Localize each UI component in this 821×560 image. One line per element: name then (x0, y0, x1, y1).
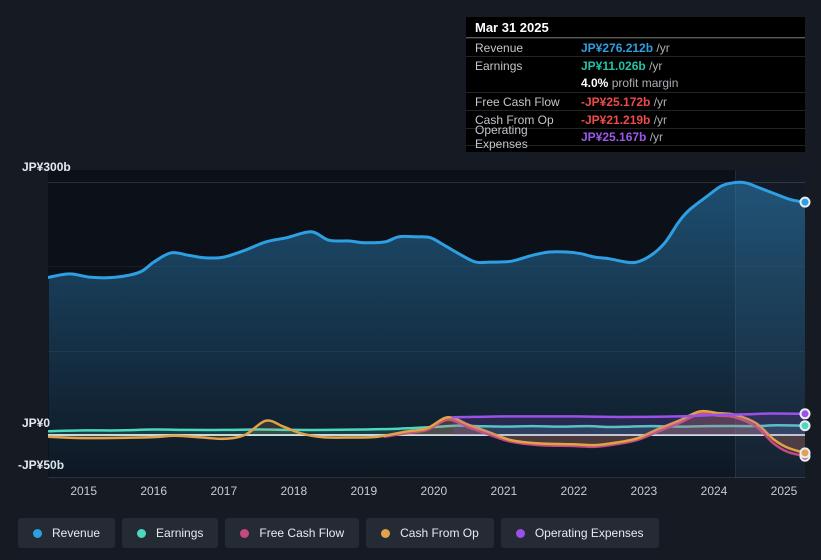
cash-from-op-dot-icon (381, 528, 391, 538)
tooltip-value: JP¥11.026b /yr (581, 58, 663, 73)
tooltip-value: -JP¥25.172b /yr (581, 94, 668, 109)
x-axis-label-2015: 2015 (70, 484, 98, 498)
legend-item-operating-expenses[interactable]: Operating Expenses (500, 518, 659, 548)
x-axis-label-2019: 2019 (350, 484, 378, 498)
free-cash-flow-dot-icon (240, 528, 250, 538)
legend-item-cash-from-op[interactable]: Cash From Op (366, 518, 494, 548)
tooltip-value: JP¥25.167b /yr (581, 130, 664, 144)
tooltip-value: JP¥276.212b /yr (581, 40, 670, 55)
tooltip-row-earnings: Earnings JP¥11.026b /yr (466, 56, 805, 74)
operating-expenses-line (451, 412, 805, 419)
free-cash-flow-area (384, 413, 805, 457)
tooltip-value: -JP¥21.219b /yr (581, 112, 668, 127)
x-axis-label-2016: 2016 (140, 484, 168, 498)
tooltip-profit-margin: 4.0% profit margin (581, 76, 679, 90)
y-axis-label-zero: JP¥0 (22, 416, 51, 430)
revenue-end-marker[interactable] (799, 196, 811, 208)
tooltip-row-profit-margin: 4.0% profit margin (466, 74, 805, 92)
free-cash-flow-line (383, 412, 805, 458)
tooltip-label: Free Cash Flow (475, 94, 560, 109)
operating-expenses-dot-icon (515, 528, 525, 538)
x-axis-label-2024: 2024 (700, 484, 728, 498)
tooltip-label: Operating Expenses (475, 123, 528, 151)
revenue-area (48, 182, 805, 478)
legend-item-earnings[interactable]: Earnings (122, 518, 219, 548)
y-axis-label-300b: JP¥300b (22, 160, 71, 174)
tooltip-label: Cash From Op (475, 112, 554, 127)
revenue-dot-icon (33, 528, 42, 538)
legend-item-revenue[interactable]: Revenue (18, 518, 116, 548)
chart-legend: Revenue Earnings Free Cash Flow Cash Fro… (18, 518, 659, 548)
chart-tooltip: Mar 31 2025 Revenue JP¥276.212b /yr Earn… (466, 17, 805, 152)
x-axis-label-2018: 2018 (280, 484, 308, 498)
revenue-line (48, 180, 805, 280)
tooltip-row-operating-expenses: Operating Expenses JP¥25.167b /yr (466, 123, 805, 151)
earnings-end-marker[interactable] (799, 420, 811, 432)
cash-from-op-end-marker[interactable] (799, 447, 811, 459)
x-axis-label-2021: 2021 (490, 484, 518, 498)
x-axis-label-2020: 2020 (420, 484, 448, 498)
earnings-dot-icon (137, 528, 147, 538)
cash-from-op-line (48, 409, 805, 455)
legend-item-free-cash-flow[interactable]: Free Cash Flow (225, 518, 360, 548)
x-axis-label-2017: 2017 (210, 484, 238, 498)
tooltip-date: Mar 31 2025 (466, 17, 805, 38)
earnings-line (48, 424, 805, 433)
tooltip-label: Revenue (475, 40, 524, 55)
x-axis-label-2022: 2022 (560, 484, 588, 498)
tooltip-row-cash-from-op: Cash From Op -JP¥21.219b /yr (466, 110, 805, 128)
x-axis-label-2025: 2025 (770, 484, 798, 498)
operating-expenses-end-marker[interactable] (799, 408, 811, 420)
gridline-300b (48, 182, 805, 183)
x-axis-label-2023: 2023 (630, 484, 658, 498)
tooltip-row-free-cash-flow: Free Cash Flow -JP¥25.172b /yr (466, 92, 805, 110)
tooltip-label: Earnings (475, 58, 523, 73)
tooltip-row-revenue: Revenue JP¥276.212b /yr (466, 38, 805, 56)
operating-expenses-area (452, 413, 805, 435)
